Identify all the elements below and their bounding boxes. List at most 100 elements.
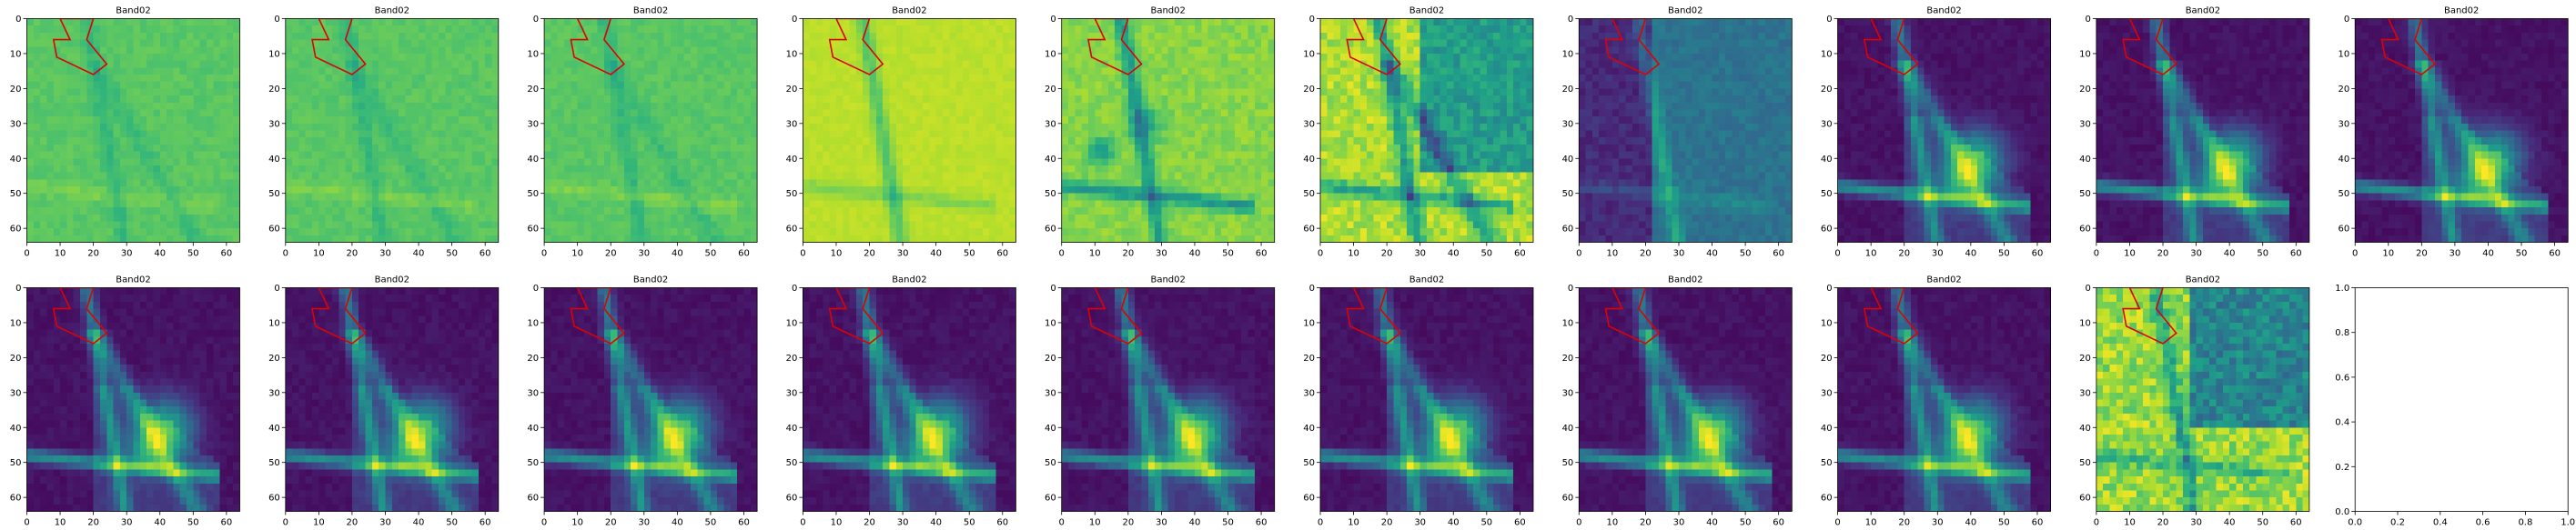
x-tick-label: 50 [1740,249,1752,259]
subplot-title: Band02 [2186,275,2220,285]
y-tick-label: 30 [527,388,539,398]
y-tick-label: 60 [1562,225,1574,235]
y-tick-label: 40 [1303,424,1315,434]
x-tick-label: 30 [1156,249,1167,259]
x-tick-label: 60 [480,249,491,259]
y-tick-label: 50 [1045,189,1056,199]
subplot-4: Band02 0 10 20 30 40 50 60 0 10 20 30 40 50 60 [786,6,1016,259]
x-tick-label: 30 [897,518,909,528]
x-tick-label: 60 [1514,249,1526,259]
axes-frame [1578,18,1793,243]
x-tick-label: 60 [2032,518,2044,528]
y-tick-label: 60 [2079,225,2091,235]
x-tick-label: 20 [87,249,99,259]
x-tick-label: 60 [2290,249,2302,259]
subplot-title: Band02 [2186,6,2220,16]
x-tick-label: 20 [1898,249,1910,259]
subplot-title: Band02 [1668,275,1702,285]
y-tick-label: 60 [1821,225,1833,235]
x-tick-label: 0 [1834,249,1840,259]
heatmap-image [803,287,1016,512]
x-tick-label: 10 [1348,518,1359,528]
x-tick-label: 1.0 [2561,518,2575,528]
y-tick-label: 50 [268,458,280,468]
y-tick-label: 60 [268,225,280,235]
axes-frame [2096,287,2310,512]
y-tick-label: 0 [2086,15,2091,25]
y-tick-label: 0 [1568,15,1573,25]
y-tick-label: 20 [10,354,22,364]
x-tick-label: 60 [221,249,233,259]
x-tick-label: 10 [2124,518,2136,528]
x-tick-label: 10 [831,249,843,259]
y-tick-label: 40 [268,424,280,434]
x-tick-label: 50 [705,518,717,528]
y-tick-label: 50 [527,458,539,468]
y-tick-label: 0 [1309,15,1315,25]
y-tick-label: 50 [1821,189,1833,199]
y-tick-label: 20 [527,354,539,364]
y-tick-label: 50 [1821,458,1833,468]
region-outline [1346,287,1401,345]
y-tick-label: 40 [1562,155,1574,165]
x-tick-label: 60 [738,518,750,528]
y-tick-label: 50 [527,189,539,199]
y-tick-label: 20 [2079,354,2091,364]
y-tick-label: 40 [527,424,539,434]
subplot-10: Band02 0 10 20 30 40 50 60 0 10 20 30 40 50 60 [2338,6,2569,259]
y-tick-label: 0 [2344,15,2349,25]
y-tick-label: 20 [1562,85,1574,95]
x-tick-label: 30 [1673,518,1685,528]
x-tick-label: 40 [1189,518,1201,528]
y-tick-label: 30 [1045,388,1056,398]
x-tick-label: 0 [24,249,29,259]
y-tick-label: 0.0 [2335,507,2349,517]
subplot-12: Band02 0 10 20 30 40 50 60 0 10 20 30 40 50 60 [268,275,500,528]
x-tick-label: 60 [1514,518,1526,528]
y-tick-label: 30 [268,388,280,398]
region-outline [570,287,626,345]
y-tick-label: 30 [1303,388,1315,398]
y-tick-label: 40 [2079,424,2091,434]
x-tick-label: 50 [2257,518,2268,528]
y-tick-label: 60 [10,494,22,504]
region-outline [1863,18,1919,75]
x-tick-label: 40 [154,518,166,528]
y-tick-label: 0.2 [2335,463,2349,473]
y-tick-label: 20 [10,85,22,95]
x-tick-label: 10 [1606,518,1618,528]
subplot-15: Band02 0 10 20 30 40 50 60 0 10 20 30 40 50 60 [1045,275,1276,528]
x-tick-label: 10 [1089,518,1101,528]
x-tick-label: 60 [2549,249,2561,259]
x-tick-label: 30 [1932,249,1944,259]
x-tick-label: 10 [571,518,583,528]
y-tick-label: 0 [792,284,797,294]
y-tick-label: 40 [1045,155,1056,165]
y-tick-label: 10 [1821,318,1833,328]
y-tick-label: 60 [1562,494,1574,504]
subplot-title: Band02 [1409,6,1444,16]
x-tick-label: 40 [1448,518,1460,528]
y-tick-label: 40 [1562,424,1574,434]
y-tick-label: 20 [527,85,539,95]
y-tick-label: 60 [1821,494,1833,504]
y-tick-label: 10 [1303,318,1315,328]
y-tick-label: 60 [2079,494,2091,504]
x-tick-label: 0 [541,249,547,259]
subplot-14: Band02 0 10 20 30 40 50 60 0 10 20 30 40 50 60 [786,275,1016,528]
x-tick-label: 60 [2290,518,2302,528]
x-tick-label: 30 [638,249,650,259]
y-tick-label: 50 [1562,189,1574,199]
y-tick-label: 60 [527,494,539,504]
x-tick-label: 50 [1740,518,1752,528]
y-tick-label: 20 [2079,85,2091,95]
region-outline [2122,287,2177,345]
x-tick-label: 20 [1122,249,1134,259]
heatmap-image [544,287,758,512]
subplot-title: Band02 [1150,6,1185,16]
y-tick-label: 40 [10,155,22,165]
y-tick-label: 30 [1821,388,1833,398]
y-tick-label: 50 [10,458,22,468]
x-tick-label: 20 [1640,249,1652,259]
